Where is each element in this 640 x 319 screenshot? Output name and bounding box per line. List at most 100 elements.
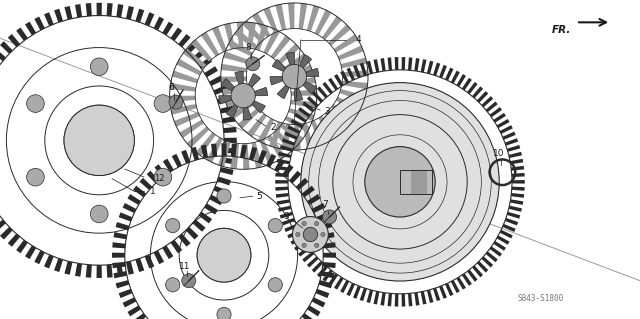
Polygon shape [0,41,13,54]
Polygon shape [299,3,307,29]
Polygon shape [296,178,308,190]
Polygon shape [510,159,524,164]
Polygon shape [321,232,335,239]
Polygon shape [472,86,483,98]
Polygon shape [276,159,290,164]
Polygon shape [284,132,298,140]
Polygon shape [307,5,319,32]
Polygon shape [303,123,314,149]
Polygon shape [282,124,290,150]
Polygon shape [217,177,231,185]
Polygon shape [170,83,196,92]
Polygon shape [54,9,63,22]
Polygon shape [302,251,314,262]
Circle shape [90,58,108,76]
Polygon shape [154,164,166,177]
Polygon shape [316,212,330,221]
Polygon shape [25,22,36,35]
Polygon shape [512,180,525,184]
Polygon shape [497,235,509,245]
Polygon shape [191,39,212,62]
Polygon shape [462,78,472,90]
Polygon shape [287,64,312,79]
Wedge shape [243,87,268,96]
Polygon shape [113,232,127,239]
Polygon shape [163,159,173,172]
Polygon shape [280,212,293,219]
Polygon shape [123,203,136,213]
Polygon shape [258,150,267,164]
Circle shape [321,232,325,237]
Polygon shape [367,61,373,74]
Polygon shape [401,57,405,70]
Polygon shape [312,297,325,308]
Polygon shape [243,144,250,169]
Polygon shape [211,144,217,157]
Polygon shape [126,261,134,275]
Polygon shape [147,171,159,183]
Polygon shape [323,270,333,282]
Polygon shape [282,218,295,226]
Polygon shape [218,141,231,167]
Polygon shape [231,144,237,157]
Polygon shape [342,70,368,77]
Polygon shape [510,199,524,205]
Polygon shape [275,159,285,172]
Polygon shape [340,70,349,84]
Circle shape [166,219,180,233]
Circle shape [302,221,307,226]
Polygon shape [221,77,246,83]
Polygon shape [193,49,205,61]
Polygon shape [325,110,346,133]
Polygon shape [86,3,92,16]
Wedge shape [286,52,294,77]
Polygon shape [388,293,392,306]
Circle shape [303,227,317,241]
Polygon shape [380,293,386,306]
Polygon shape [294,113,307,122]
Circle shape [282,64,307,89]
Circle shape [217,189,231,203]
Wedge shape [294,55,312,77]
Polygon shape [414,293,420,306]
Polygon shape [333,34,358,53]
Polygon shape [214,186,227,196]
Polygon shape [445,68,454,81]
Polygon shape [288,108,314,121]
Polygon shape [285,116,310,132]
Polygon shape [127,194,141,205]
Polygon shape [127,306,141,316]
Polygon shape [170,27,182,41]
Polygon shape [462,273,472,286]
Polygon shape [35,250,45,264]
Polygon shape [230,100,255,119]
Polygon shape [322,16,342,40]
Wedge shape [277,77,294,99]
Polygon shape [252,13,271,37]
Circle shape [268,219,282,233]
Polygon shape [340,280,349,293]
Polygon shape [294,241,307,251]
Polygon shape [427,61,433,74]
Polygon shape [334,74,344,87]
Polygon shape [179,120,204,138]
Polygon shape [497,119,509,128]
Text: 3: 3 [324,107,330,116]
Polygon shape [278,206,291,212]
Polygon shape [312,91,323,103]
Circle shape [323,210,337,224]
Polygon shape [294,124,301,150]
Polygon shape [439,286,447,299]
Polygon shape [154,17,164,30]
Wedge shape [294,77,317,94]
Text: 8: 8 [246,43,251,52]
Polygon shape [486,251,498,262]
Polygon shape [288,3,294,29]
Polygon shape [0,227,13,240]
Polygon shape [204,66,218,77]
Polygon shape [140,178,152,190]
Polygon shape [116,280,129,288]
Polygon shape [302,186,315,197]
Polygon shape [360,63,367,76]
Polygon shape [511,193,524,198]
